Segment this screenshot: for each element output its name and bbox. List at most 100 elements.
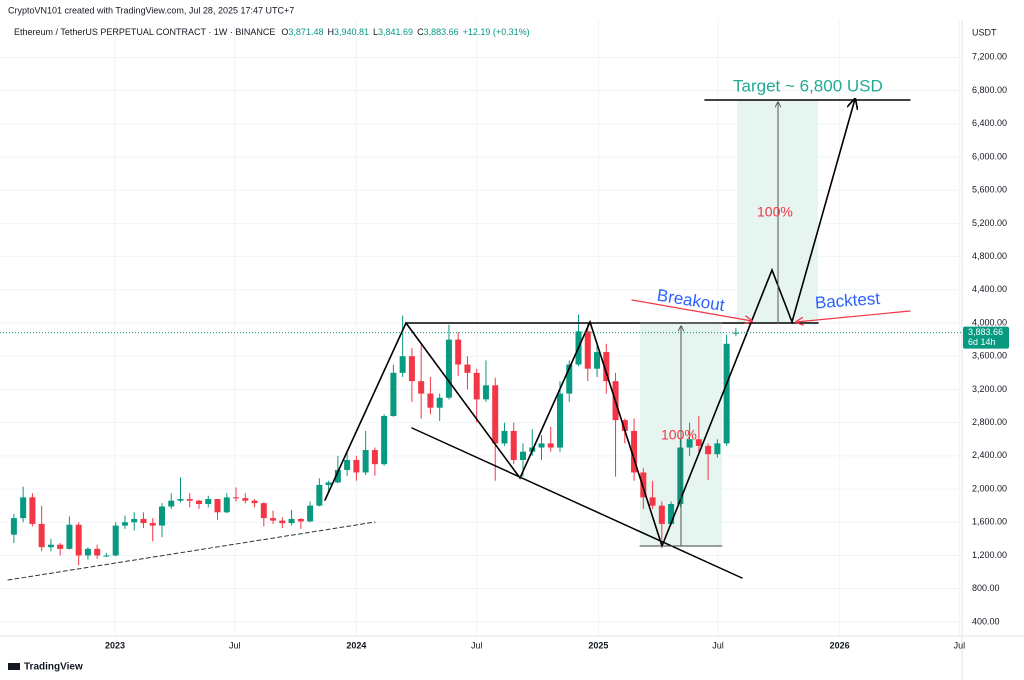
symbol-header: Ethereum / TetherUS PERPETUAL CONTRACT ·… <box>14 27 530 37</box>
candle-body <box>353 460 360 473</box>
ohlc-value: 3,841.69 <box>378 27 413 37</box>
ohlc-value: H <box>327 27 334 37</box>
candle-body <box>20 497 27 519</box>
candle-body <box>112 525 119 556</box>
backtest-arrow <box>796 310 911 322</box>
candle-body <box>501 430 508 444</box>
candle-body <box>658 505 665 524</box>
candle-body <box>603 352 610 382</box>
y-tick-label: 2,000.00 <box>972 483 1007 493</box>
x-tick-label: Jul <box>471 640 483 650</box>
x-tick-label: 2024 <box>346 640 366 650</box>
candle-body <box>214 499 221 513</box>
y-tick-label: 2,800.00 <box>972 417 1007 427</box>
credit: CryptoVN101 created with TradingView.com… <box>8 5 294 15</box>
brand-name: TradingView <box>24 662 83 673</box>
y-tick-label: 5,200.00 <box>972 218 1007 228</box>
y-tick-label: 7,200.00 <box>972 52 1007 62</box>
candle-body <box>47 544 54 548</box>
candle-body <box>205 499 212 504</box>
candle-body <box>279 520 286 524</box>
candle-body <box>547 443 554 448</box>
candle-body <box>538 443 545 448</box>
candle-body <box>140 518 147 524</box>
candle-body <box>631 430 638 473</box>
last-price-label: 3,883.66 <box>968 327 1003 337</box>
candle-body <box>510 430 517 460</box>
candle-body <box>492 385 499 444</box>
countdown: 6d 14h <box>968 337 996 347</box>
y-tick-label: 6,000.00 <box>972 151 1007 161</box>
currency: USDT <box>972 27 997 37</box>
candle-body <box>307 505 314 522</box>
candle-body <box>84 548 91 556</box>
candle-body <box>482 385 489 400</box>
symbol: Ethereum / TetherUS PERPETUAL CONTRACT ·… <box>14 27 275 37</box>
candle-body <box>371 450 378 465</box>
candle-body <box>686 439 693 448</box>
ohlc-value: L <box>373 27 378 37</box>
candle-body <box>668 504 675 524</box>
candle-body <box>705 445 712 455</box>
y-tick-label: 2,400.00 <box>972 450 1007 460</box>
candle-body <box>695 439 702 446</box>
candle-body <box>344 460 351 470</box>
candle-body <box>399 356 406 373</box>
ohlc-value: 3,883.66 <box>424 27 459 37</box>
candle-body <box>473 372 480 400</box>
candle-body <box>427 393 434 408</box>
candle-body <box>233 497 240 499</box>
candle-body <box>29 497 36 524</box>
candle-body <box>723 343 730 444</box>
y-tick-label: 4,400.00 <box>972 284 1007 294</box>
candle-body <box>242 498 249 501</box>
x-tick-label: Jul <box>954 640 966 650</box>
candle-body <box>168 500 175 507</box>
measure-label: 100% <box>757 204 793 220</box>
candle-body <box>131 518 138 523</box>
brand-logo <box>8 663 20 670</box>
candle-body <box>316 484 323 506</box>
y-tick-label: 6,400.00 <box>972 118 1007 128</box>
x-tick-label: 2026 <box>830 640 850 650</box>
candle-body <box>223 497 230 513</box>
candle-body <box>566 364 573 394</box>
x-tick-label: Jul <box>712 640 724 650</box>
candle-body <box>334 469 341 483</box>
backtest-label: Backtest <box>814 289 881 313</box>
candle-body <box>621 420 628 431</box>
candle-body <box>66 524 73 549</box>
pattern-path <box>324 99 855 549</box>
candle-body <box>186 499 193 501</box>
ohlc-value: 3,940.81 <box>334 27 369 37</box>
candle-body <box>408 356 415 382</box>
lower-trendline <box>411 427 743 579</box>
candle-body <box>196 500 203 504</box>
candle-body <box>464 364 471 373</box>
breakout-arrow <box>631 299 752 321</box>
candle-body <box>121 522 128 526</box>
candle-body <box>103 555 110 557</box>
brand: TradingView <box>8 662 83 673</box>
candle-body <box>260 503 267 519</box>
candles <box>10 314 739 566</box>
candle-body <box>436 397 443 408</box>
candle-body <box>57 544 64 549</box>
ohlc-value: +12.19 (+0.31%) <box>463 27 530 37</box>
measure-label: 100% <box>661 427 697 443</box>
candle-body <box>251 500 258 504</box>
last-price-tag <box>963 326 1009 349</box>
y-tick-label: 800.00 <box>972 583 1000 593</box>
candle-body <box>418 381 425 394</box>
candle-body <box>455 339 462 365</box>
x-tick-label: 2023 <box>105 640 125 650</box>
candle-body <box>732 332 739 334</box>
candle-body <box>177 499 184 501</box>
candle-body <box>325 482 332 485</box>
drawings <box>7 99 911 581</box>
candle-body <box>10 518 17 535</box>
candle-body <box>649 497 656 506</box>
candle-body <box>158 506 165 526</box>
y-tick-label: 400.00 <box>972 616 1000 626</box>
